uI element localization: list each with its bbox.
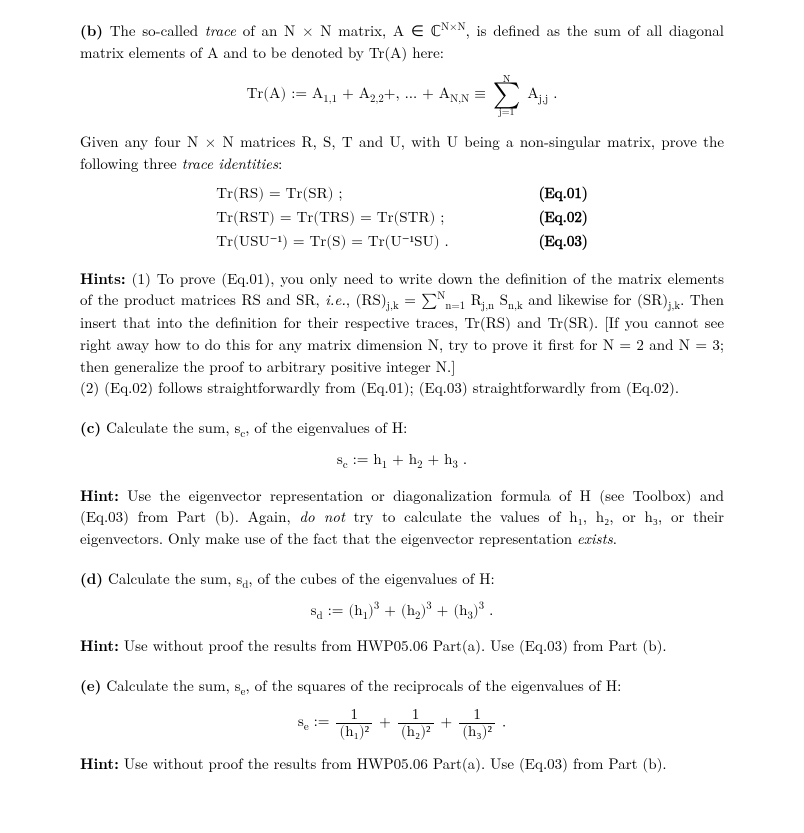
part-e-equation: se := 1 (h₁)² + 1 (h₂)² + 1 (h₃)² . [80, 707, 724, 740]
part-d-hint: Hint: Use without proof the results from… [80, 635, 724, 657]
part-b-intro: (b) The so-called trace of an N × N matr… [80, 20, 724, 64]
fraction: 1 (h₂)² [398, 707, 434, 740]
part-e-prompt: (e) Calculate the sum, se, of the square… [80, 675, 724, 697]
part-e-hint: Hint: Use without proof the results from… [80, 753, 724, 775]
eq-number: (Eq.01) [449, 182, 588, 206]
trace-definition-equation: Tr(A) := A1,1 + A2,2+, … + AN,N ≡ N ∑ j=… [80, 74, 724, 117]
part-b: (b) The so-called trace of an N × N matr… [80, 20, 724, 399]
part-d-prompt: (d) Calculate the sum, sd, of the cubes … [80, 568, 724, 590]
superscript: N×N [441, 19, 466, 34]
text: The so-called [110, 20, 205, 41]
summation-symbol: N ∑ j=1 [493, 74, 520, 117]
part-b-given: Given any four N × N matrices R, S, T an… [80, 131, 724, 175]
part-c-label: (c) [80, 417, 101, 438]
equation-table: Tr(RS) = Tr(SR) ; (Eq.01) Tr(RST) = Tr(T… [216, 182, 587, 253]
part-e-label: (e) [80, 675, 101, 696]
part-c-prompt: (c) Calculate the sum, sc, of the eigenv… [80, 417, 724, 439]
equation-row: Tr(USU⁻¹) = Tr(S) = Tr(U⁻¹SU) . (Eq.03) [216, 230, 587, 254]
eq-number: (Eq.02) [449, 206, 588, 230]
summand: Aj,j . [527, 86, 557, 101]
inline-sum: ∑ [421, 293, 437, 308]
part-b-label: (b) [80, 20, 103, 41]
part-e: (e) Calculate the sum, se, of the square… [80, 675, 724, 775]
trace-identities-term: trace identities [182, 153, 278, 174]
part-d-label: (d) [80, 568, 103, 589]
part-c: (c) Calculate the sum, sc, of the eigenv… [80, 417, 724, 550]
eq-number: (Eq.03) [449, 230, 588, 254]
fraction: 1 (h₁)² [336, 707, 372, 740]
eq-body: Tr(RS) = Tr(SR) ; [216, 182, 448, 206]
text: of an N × N matrix, A ∈ ℂ [236, 20, 441, 41]
eq-body: Tr(RST) = Tr(TRS) = Tr(STR) ; [216, 206, 448, 230]
hints-label: Hints: [80, 268, 126, 289]
fraction: 1 (h₃)² [459, 707, 495, 740]
hint-label: Hint: [80, 635, 119, 656]
hint-label: Hint: [80, 485, 119, 506]
trace-term: trace [205, 20, 236, 41]
part-c-hint: Hint: Use the eigenvector representation… [80, 485, 724, 550]
equation-row: Tr(RST) = Tr(TRS) = Tr(STR) ; (Eq.02) [216, 206, 587, 230]
equation-row: Tr(RS) = Tr(SR) ; (Eq.01) [216, 182, 587, 206]
part-d: (d) Calculate the sum, sd, of the cubes … [80, 568, 724, 657]
eq-lhs: Tr(A) := A1,1 + A2,2+, … + AN,N ≡ [247, 86, 491, 101]
eq-body: Tr(USU⁻¹) = Tr(S) = Tr(U⁻¹SU) . [216, 230, 448, 254]
part-d-equation: sd := (h1)3 + (h2)3 + (h3)3 . [80, 600, 724, 622]
trace-identities-block: Tr(RS) = Tr(SR) ; (Eq.01) Tr(RST) = Tr(T… [80, 182, 724, 253]
part-c-equation: sc := h1 + h2 + h3 . [80, 449, 724, 471]
part-b-hints: Hints: (1) To prove (Eq.01), you only ne… [80, 268, 724, 400]
hint-label: Hint: [80, 753, 119, 774]
